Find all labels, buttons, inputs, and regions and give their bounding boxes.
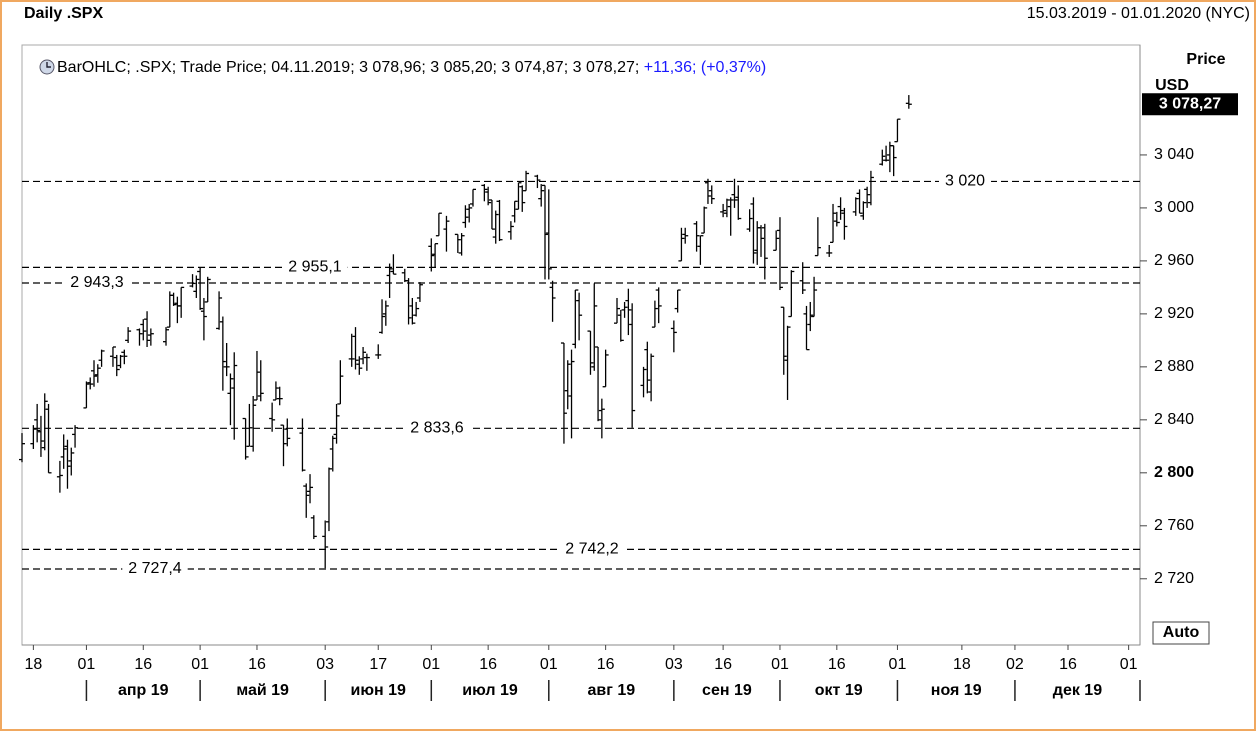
auto-button[interactable]	[1152, 621, 1210, 645]
month-label: дек 19	[1053, 682, 1102, 699]
level-label: 3 020	[945, 173, 985, 190]
legend-icon	[39, 59, 55, 75]
level-label-bg	[938, 170, 992, 193]
y-tick-label: 3 040	[1154, 146, 1194, 163]
x-tick-label: 02	[1006, 656, 1024, 673]
month-label: июн 19	[351, 682, 407, 699]
month-label: апр 19	[118, 682, 169, 699]
x-tick-label: 01	[422, 656, 440, 673]
x-tick-label: 01	[1120, 656, 1138, 673]
x-tick-label: 01	[78, 656, 96, 673]
axis-unit: USD	[1155, 77, 1189, 94]
y-tick-label: 3 000	[1154, 199, 1194, 216]
x-tick-label: 01	[540, 656, 558, 673]
level-label-bg	[559, 538, 625, 561]
y-tick-label: 2 760	[1154, 517, 1194, 534]
level-label-bg	[64, 272, 130, 295]
x-tick-label: 01	[889, 656, 907, 673]
legend-change: +11,36; (+0,37%)	[644, 59, 766, 76]
level-label: 2 955,1	[288, 259, 341, 276]
x-tick-label: 03	[316, 656, 334, 673]
month-label: май 19	[236, 682, 289, 699]
x-tick-label: 16	[828, 656, 846, 673]
y-tick-label: 2 720	[1154, 570, 1194, 587]
auto-label[interactable]: Auto	[1163, 624, 1200, 641]
chart-title: Daily .SPX	[24, 5, 103, 22]
x-tick-label: 16	[714, 656, 732, 673]
level-label-bg	[404, 417, 470, 440]
level-label: 2 943,3	[70, 274, 123, 291]
x-tick-label: 16	[1059, 656, 1077, 673]
x-tick-label: 18	[24, 656, 42, 673]
level-label: 2 742,2	[565, 541, 618, 558]
y-tick-label: 2 960	[1154, 252, 1194, 269]
legend: BarOHLC; .SPX; Trade Price; 04.11.2019; …	[57, 59, 766, 76]
last-price-box	[1142, 93, 1238, 116]
y-tick-label: 2 880	[1154, 358, 1194, 375]
x-tick-label: 16	[597, 656, 615, 673]
month-label: сен 19	[702, 682, 752, 699]
level-label: 2 833,6	[410, 420, 463, 437]
level-label: 2 727,4	[128, 560, 181, 577]
x-tick-label: 01	[191, 656, 209, 673]
y-tick-label: 2 920	[1154, 305, 1194, 322]
month-label: окт 19	[815, 682, 863, 699]
x-tick-label: 18	[953, 656, 971, 673]
x-tick-label: 16	[248, 656, 266, 673]
level-label-bg	[122, 557, 188, 580]
level-label-bg	[282, 256, 348, 279]
y-tick-label: 2 840	[1154, 411, 1194, 428]
x-tick-label: 16	[479, 656, 497, 673]
month-label: авг 19	[587, 682, 635, 699]
date-range: 15.03.2019 - 01.01.2020 (NYC)	[1027, 5, 1250, 22]
x-tick-label: 01	[771, 656, 789, 673]
x-tick-label: 17	[369, 656, 387, 673]
x-tick-label: 03	[665, 656, 683, 673]
axis-title: Price	[1186, 51, 1225, 68]
x-tick-label: 16	[134, 656, 152, 673]
month-label: июл 19	[462, 682, 518, 699]
legend-text: BarOHLC; .SPX; Trade Price; 04.11.2019; …	[57, 59, 639, 76]
y-tick-label: 2 800	[1154, 464, 1194, 481]
last-price-label: 3 078,27	[1159, 95, 1221, 112]
month-label: ноя 19	[931, 682, 982, 699]
